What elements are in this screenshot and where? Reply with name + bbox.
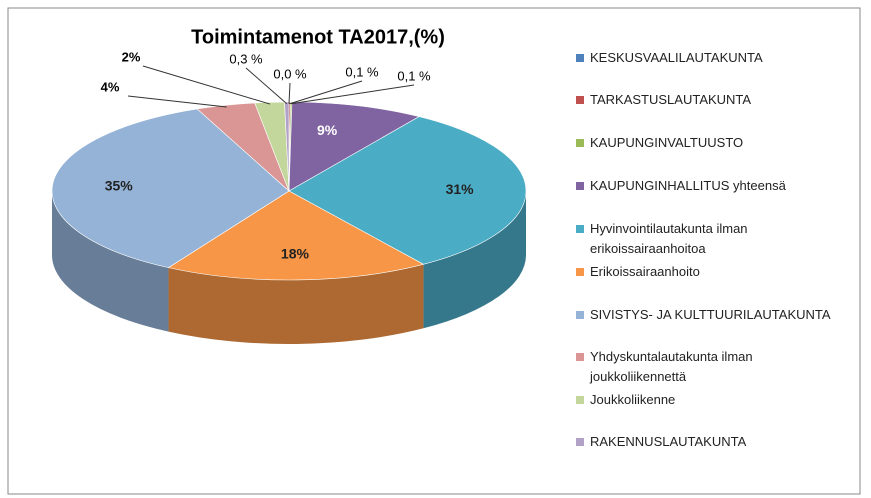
leader-line — [245, 67, 288, 105]
slice — [288, 101, 420, 192]
leader-line — [291, 84, 415, 105]
data-label: 0,0 % — [273, 66, 307, 81]
legend-label: KAUPUNGINHALLITUS yhteensä — [590, 178, 786, 193]
slice-side — [168, 264, 424, 345]
legend-label: KAUPUNGINVALTUUSTO — [590, 135, 744, 150]
legend-label: KESKUSVAALILAUTAKUNTA — [590, 50, 763, 65]
leader-line — [289, 80, 363, 105]
data-label: 0,1 % — [345, 64, 379, 79]
data-label: 35% — [105, 177, 134, 193]
legend-swatch — [576, 182, 584, 190]
slice-side — [51, 191, 169, 332]
legend-swatch — [576, 311, 584, 319]
legend-swatch — [576, 438, 584, 446]
legend-label: Hyvinvointilautakunta ilman erikoissaira… — [590, 221, 748, 256]
legend-swatch — [576, 268, 584, 276]
leader-line — [288, 82, 291, 104]
legend-label: TARKASTUSLAUTAKUNTA — [590, 92, 752, 107]
data-label: 9% — [317, 122, 338, 138]
legend-label: Joukkoliikenne — [590, 392, 676, 407]
data-label: 0,3 % — [229, 51, 263, 66]
legend-label: Erikoissairaanhoito — [590, 264, 700, 279]
data-label: 31% — [446, 181, 475, 197]
slice — [51, 108, 290, 268]
legend-label: RAKENNUSLAUTAKUNTA — [590, 434, 747, 449]
slice-side — [423, 191, 526, 329]
data-label: 4% — [101, 79, 120, 94]
data-label: 18% — [281, 246, 310, 262]
legend-label: Yhdyskuntalautakunta ilman joukkoliikenn… — [590, 349, 753, 384]
chart-title: Toimintamenot TA2017,(%) — [191, 26, 445, 48]
legend-swatch — [576, 353, 584, 361]
data-label: 2% — [122, 49, 141, 64]
slice — [288, 116, 527, 265]
legend-swatch — [576, 225, 584, 233]
data-label: 0,1 % — [397, 68, 431, 83]
legend-label: SIVISTYS- JA KULTTUURILAUTAKUNTA — [590, 307, 831, 322]
legend-swatch — [576, 54, 584, 62]
legend-swatch — [576, 96, 584, 104]
slice — [167, 190, 425, 281]
legend-swatch — [576, 139, 584, 147]
leader-line — [142, 65, 271, 105]
leader-line — [127, 95, 227, 108]
legend-swatch — [576, 396, 584, 404]
